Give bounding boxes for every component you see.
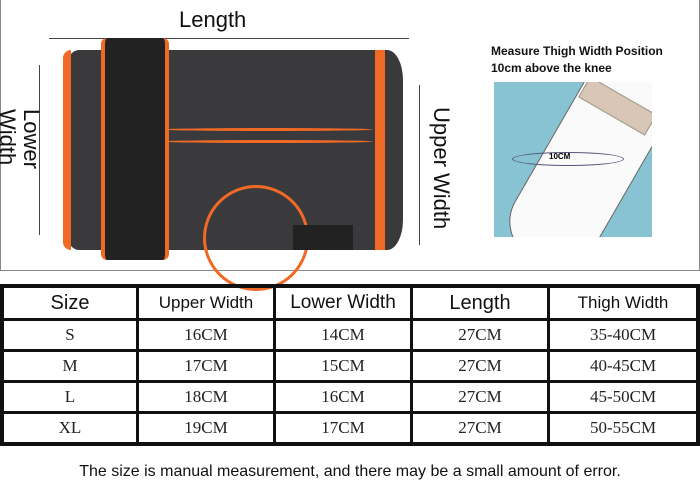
knee-marker: 10CM <box>549 152 571 161</box>
cell: 27CM <box>410 318 550 352</box>
header-length: Length <box>410 284 550 321</box>
product-diagram: Length Lower Width Upper Width Measure T… <box>0 0 700 291</box>
cell: 17CM <box>136 349 276 383</box>
cell: 27CM <box>410 349 550 383</box>
table-row: XL 19CM 17CM 27CM 50-55CM <box>0 411 700 446</box>
table-row: M 17CM 15CM 27CM 40-45CM <box>0 349 700 383</box>
cell: 35-40CM <box>547 318 700 352</box>
measurement-note: The size is manual measurement, and ther… <box>79 463 621 480</box>
cell: 14CM <box>273 318 413 352</box>
cell: 27CM <box>410 411 550 446</box>
cell: M <box>0 349 139 383</box>
upper-width-arrow <box>419 85 420 245</box>
header-upper-width: Upper Width <box>136 284 276 321</box>
cell: 40-45CM <box>547 349 700 383</box>
knee-sleeve-image <box>63 38 403 291</box>
cell: L <box>0 380 139 414</box>
knee-illustration: 10CM <box>494 82 652 237</box>
table-row: L 18CM 16CM 27CM 45-50CM <box>0 380 700 414</box>
thigh-title-line2: 10cm above the knee <box>491 61 612 75</box>
lower-width-label: Lower Width <box>0 109 44 169</box>
upper-width-label: Upper Width <box>429 107 454 230</box>
thigh-measure-title: Measure Thigh Width Position 10cm above … <box>491 43 663 77</box>
header-lower-width: Lower Width <box>273 284 413 321</box>
thigh-title-line1: Measure Thigh Width Position <box>491 44 663 58</box>
cell: S <box>0 318 139 352</box>
cell: 18CM <box>136 380 276 414</box>
cell: 27CM <box>410 380 550 414</box>
cell: 19CM <box>136 411 276 446</box>
cell: 50-55CM <box>547 411 700 446</box>
cell: 16CM <box>273 380 413 414</box>
header-size: Size <box>0 284 139 321</box>
cell: 45-50CM <box>547 380 700 414</box>
cell: 16CM <box>136 318 276 352</box>
length-label: Length <box>179 7 247 32</box>
cell: 15CM <box>273 349 413 383</box>
cell: XL <box>0 411 139 446</box>
lower-width-arrow <box>39 65 40 235</box>
header-thigh-width: Thigh Width <box>547 284 700 321</box>
cell: 17CM <box>273 411 413 446</box>
table-row: S 16CM 14CM 27CM 35-40CM <box>0 318 700 352</box>
length-arrow <box>49 38 409 39</box>
size-table: Size Upper Width Lower Width Length Thig… <box>0 284 700 446</box>
table-header-row: Size Upper Width Lower Width Length Thig… <box>0 284 700 321</box>
